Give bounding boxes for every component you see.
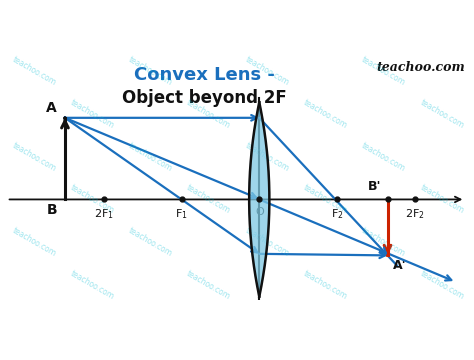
Text: teachoo.com: teachoo.com <box>10 55 57 87</box>
Text: Object beyond 2F: Object beyond 2F <box>122 89 287 107</box>
Text: teachoo.com: teachoo.com <box>244 140 291 173</box>
Text: teachoo.com: teachoo.com <box>360 140 407 173</box>
Text: 2F$_2$: 2F$_2$ <box>405 207 425 221</box>
Text: teachoo.com: teachoo.com <box>376 61 465 74</box>
Text: teachoo.com: teachoo.com <box>360 55 407 87</box>
Text: B: B <box>46 203 57 217</box>
Text: 2F$_1$: 2F$_1$ <box>94 207 114 221</box>
Text: teachoo.com: teachoo.com <box>302 98 349 130</box>
Text: teachoo.com: teachoo.com <box>69 269 116 301</box>
Text: teachoo.com: teachoo.com <box>244 226 291 258</box>
Text: teachoo.com: teachoo.com <box>360 226 407 258</box>
Text: teachoo.com: teachoo.com <box>419 98 465 130</box>
Text: teachoo.com: teachoo.com <box>302 183 349 216</box>
Text: teachoo.com: teachoo.com <box>419 183 465 216</box>
Text: teachoo.com: teachoo.com <box>302 269 349 301</box>
Text: teachoo.com: teachoo.com <box>185 183 232 216</box>
Text: F$_2$: F$_2$ <box>331 207 343 221</box>
Text: A': A' <box>393 258 407 271</box>
Text: Convex Lens -: Convex Lens - <box>135 66 275 84</box>
Text: teachoo.com: teachoo.com <box>69 183 116 216</box>
Text: teachoo.com: teachoo.com <box>185 269 232 301</box>
Text: B': B' <box>368 180 381 193</box>
Text: teachoo.com: teachoo.com <box>244 55 291 87</box>
Text: teachoo.com: teachoo.com <box>127 55 174 87</box>
Text: teachoo.com: teachoo.com <box>185 98 232 130</box>
Text: F$_1$: F$_1$ <box>175 207 188 221</box>
Text: teachoo.com: teachoo.com <box>419 269 465 301</box>
Text: teachoo.com: teachoo.com <box>127 140 174 173</box>
Text: O: O <box>255 207 264 217</box>
Polygon shape <box>249 102 269 297</box>
Text: teachoo.com: teachoo.com <box>69 98 116 130</box>
Text: A: A <box>46 101 57 115</box>
Text: teachoo.com: teachoo.com <box>10 226 57 258</box>
Text: teachoo.com: teachoo.com <box>10 140 57 173</box>
Text: teachoo.com: teachoo.com <box>127 226 174 258</box>
